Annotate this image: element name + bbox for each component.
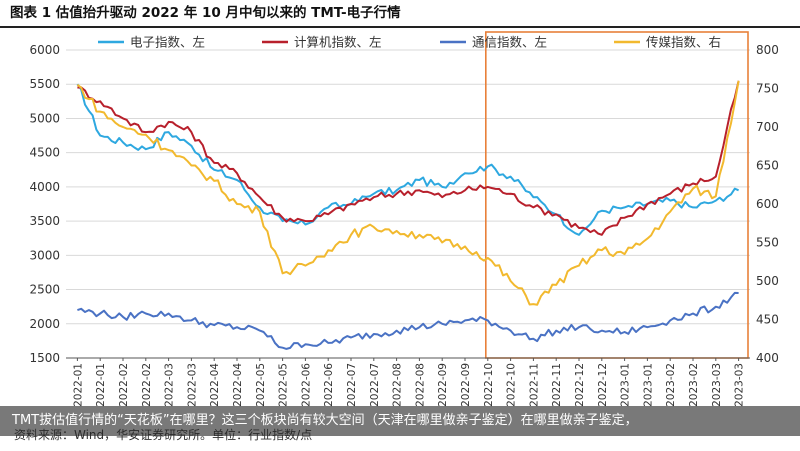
x-tick-label: 2022-04 xyxy=(209,363,221,407)
x-tick-label: 2022-08 xyxy=(414,363,426,407)
x-tick-label: 2022-09 xyxy=(460,363,472,407)
x-tick-label: 2022-07 xyxy=(346,363,358,407)
x-tick-label: 2022-02 xyxy=(118,363,130,407)
x-tick-label: 2022-10 xyxy=(483,363,495,407)
y-left-tick-label: 5000 xyxy=(29,111,60,125)
legend-label: 传媒指数、右 xyxy=(646,35,721,50)
x-tick-label: 2023-01 xyxy=(642,363,654,407)
legend: 电子指数、左 计算机指数、左 通信指数、左 传媒指数、右 xyxy=(98,35,721,50)
y-left-tick-label: 4000 xyxy=(29,180,60,194)
y-left-tick-label: 3000 xyxy=(29,248,60,262)
axis-layer: 1500 2000 2500 3000 3500 4000 4500 5000 5500 6000… xyxy=(29,43,778,407)
legend-label: 电子指数、左 xyxy=(130,35,205,50)
series-line xyxy=(77,291,739,350)
x-tick-label: 2022-06 xyxy=(300,363,312,407)
x-tick-label: 2022-08 xyxy=(392,363,404,407)
x-tick-label: 2023-02 xyxy=(665,363,677,407)
y-left-tick-label: 5500 xyxy=(29,77,60,91)
x-tick-label: 2022-05 xyxy=(255,363,267,407)
title-rule xyxy=(0,26,800,28)
x-tick-label: 2022-02 xyxy=(141,363,153,407)
x-tick-label: 2023-03 xyxy=(711,363,723,407)
legend-label: 通信指数、左 xyxy=(472,35,547,50)
x-tick-label: 2022-09 xyxy=(437,363,449,407)
y-right-tick-label: 750 xyxy=(756,82,779,96)
x-tick-label: 2023-01 xyxy=(620,363,632,407)
caption-overlay: TMT拔估值行情的“天花板”在哪里？这三个板块尚有较大空间（天津在哪里做亲子鉴定… xyxy=(0,406,800,436)
x-tick-label: 2022-07 xyxy=(369,363,381,407)
x-tick-label: 2022-10 xyxy=(506,363,518,407)
line-chart: 1500 2000 2500 3000 3500 4000 4500 5000 5500 6000… xyxy=(29,31,779,407)
figure-title: 图表 1 估值抬升驱动 2022 年 10 月中旬以来的 TMT-电子行情 xyxy=(10,5,401,21)
y-right-tick-label: 450 xyxy=(756,313,779,327)
y-left-tick-label: 6000 xyxy=(29,43,60,57)
x-tick-label: 2022-05 xyxy=(278,363,290,407)
y-right-tick-label: 650 xyxy=(756,159,779,173)
x-tick-label: 2023-03 xyxy=(734,363,746,407)
x-tick-label: 2022-01 xyxy=(95,363,107,407)
series-line xyxy=(76,83,739,236)
series-line xyxy=(76,80,740,306)
x-tick-label: 2022-12 xyxy=(574,363,586,407)
y-left-tick-label: 2500 xyxy=(29,283,60,297)
y-right-tick-label: 700 xyxy=(756,120,779,134)
y-right-tick-label: 800 xyxy=(756,43,779,57)
x-tick-label: 2022-12 xyxy=(597,363,609,407)
series-line xyxy=(77,80,740,236)
x-tick-label: 2022-03 xyxy=(164,363,176,407)
y-left-tick-label: 1500 xyxy=(29,351,60,365)
series-layer xyxy=(76,80,740,350)
legend-label: 计算机指数、左 xyxy=(294,35,382,50)
highlight-box xyxy=(484,31,749,359)
y-left-tick-label: 4500 xyxy=(29,146,60,160)
x-tick-label: 2022-04 xyxy=(232,363,244,407)
x-tick-label: 2023-02 xyxy=(688,363,700,407)
y-left-tick-label: 3500 xyxy=(29,214,60,228)
y-right-tick-label: 550 xyxy=(756,236,779,250)
x-tick-label: 2022-03 xyxy=(186,363,198,407)
x-tick-label: 2022-11 xyxy=(551,363,563,407)
y-right-tick-label: 600 xyxy=(756,197,779,211)
x-tick-label: 2022-11 xyxy=(528,363,540,407)
y-right-tick-label: 500 xyxy=(756,274,779,288)
y-left-tick-label: 2000 xyxy=(29,317,60,331)
y-right-tick-label: 400 xyxy=(756,351,779,365)
x-tick-label: 2022-06 xyxy=(323,363,335,407)
x-tick-label: 2022-01 xyxy=(72,363,84,407)
